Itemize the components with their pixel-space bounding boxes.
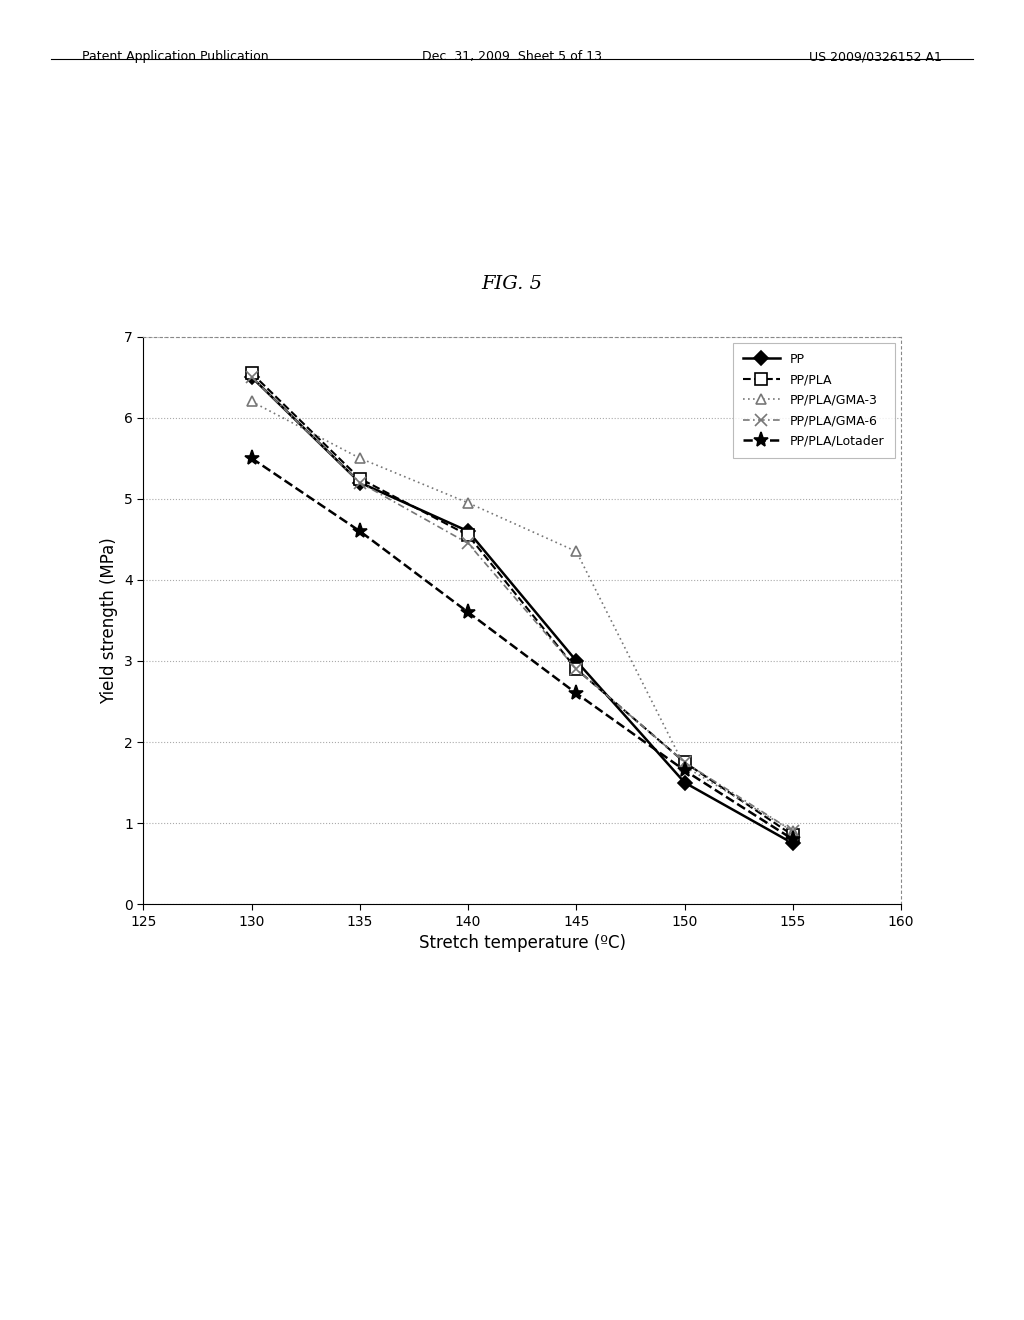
PP/PLA/GMA-6 <box>570 661 583 677</box>
PP <box>786 836 799 851</box>
Text: Dec. 31, 2009  Sheet 5 of 13: Dec. 31, 2009 Sheet 5 of 13 <box>422 50 602 63</box>
PP/PLA/GMA-6 <box>786 824 799 840</box>
Line: PP/PLA: PP/PLA <box>246 367 799 841</box>
PP <box>570 653 583 669</box>
PP/PLA/GMA-6 <box>679 754 691 770</box>
Text: FIG. 5: FIG. 5 <box>481 275 543 293</box>
Y-axis label: Yield strength (MPa): Yield strength (MPa) <box>100 537 119 704</box>
X-axis label: Stretch temperature (ºC): Stretch temperature (ºC) <box>419 935 626 952</box>
Text: Patent Application Publication: Patent Application Publication <box>82 50 268 63</box>
PP <box>462 523 474 539</box>
Text: US 2009/0326152 A1: US 2009/0326152 A1 <box>809 50 942 63</box>
PP/PLA/GMA-3 <box>462 495 474 511</box>
PP/PLA <box>462 527 474 544</box>
PP/PLA <box>679 754 691 770</box>
PP/PLA/GMA-3 <box>570 544 583 560</box>
Line: PP/PLA/GMA-6: PP/PLA/GMA-6 <box>246 372 799 837</box>
PP/PLA <box>353 471 366 487</box>
PP/PLA/GMA-6 <box>353 475 366 491</box>
Line: PP/PLA/GMA-3: PP/PLA/GMA-3 <box>247 396 798 836</box>
PP/PLA/GMA-3 <box>679 759 691 775</box>
PP/PLA <box>246 366 258 381</box>
PP/PLA/Lotader <box>462 605 474 620</box>
PP/PLA <box>570 661 583 677</box>
PP/PLA/Lotader <box>246 450 258 466</box>
PP/PLA/Lotader <box>353 523 366 539</box>
PP/PLA/GMA-3 <box>786 824 799 840</box>
PP/PLA/GMA-3 <box>246 393 258 409</box>
Line: PP: PP <box>247 372 798 849</box>
PP/PLA/GMA-6 <box>462 536 474 552</box>
PP/PLA/Lotader <box>786 832 799 847</box>
Legend: PP, PP/PLA, PP/PLA/GMA-3, PP/PLA/GMA-6, PP/PLA/Lotader: PP, PP/PLA, PP/PLA/GMA-3, PP/PLA/GMA-6, … <box>733 343 895 458</box>
PP <box>679 775 691 791</box>
PP/PLA/Lotader <box>570 685 583 701</box>
PP <box>246 370 258 385</box>
PP <box>353 475 366 491</box>
PP/PLA/GMA-6 <box>246 370 258 385</box>
Line: PP/PLA/Lotader: PP/PLA/Lotader <box>244 450 801 847</box>
PP/PLA/GMA-3 <box>353 450 366 466</box>
PP/PLA <box>786 828 799 843</box>
PP/PLA/Lotader <box>679 763 691 779</box>
